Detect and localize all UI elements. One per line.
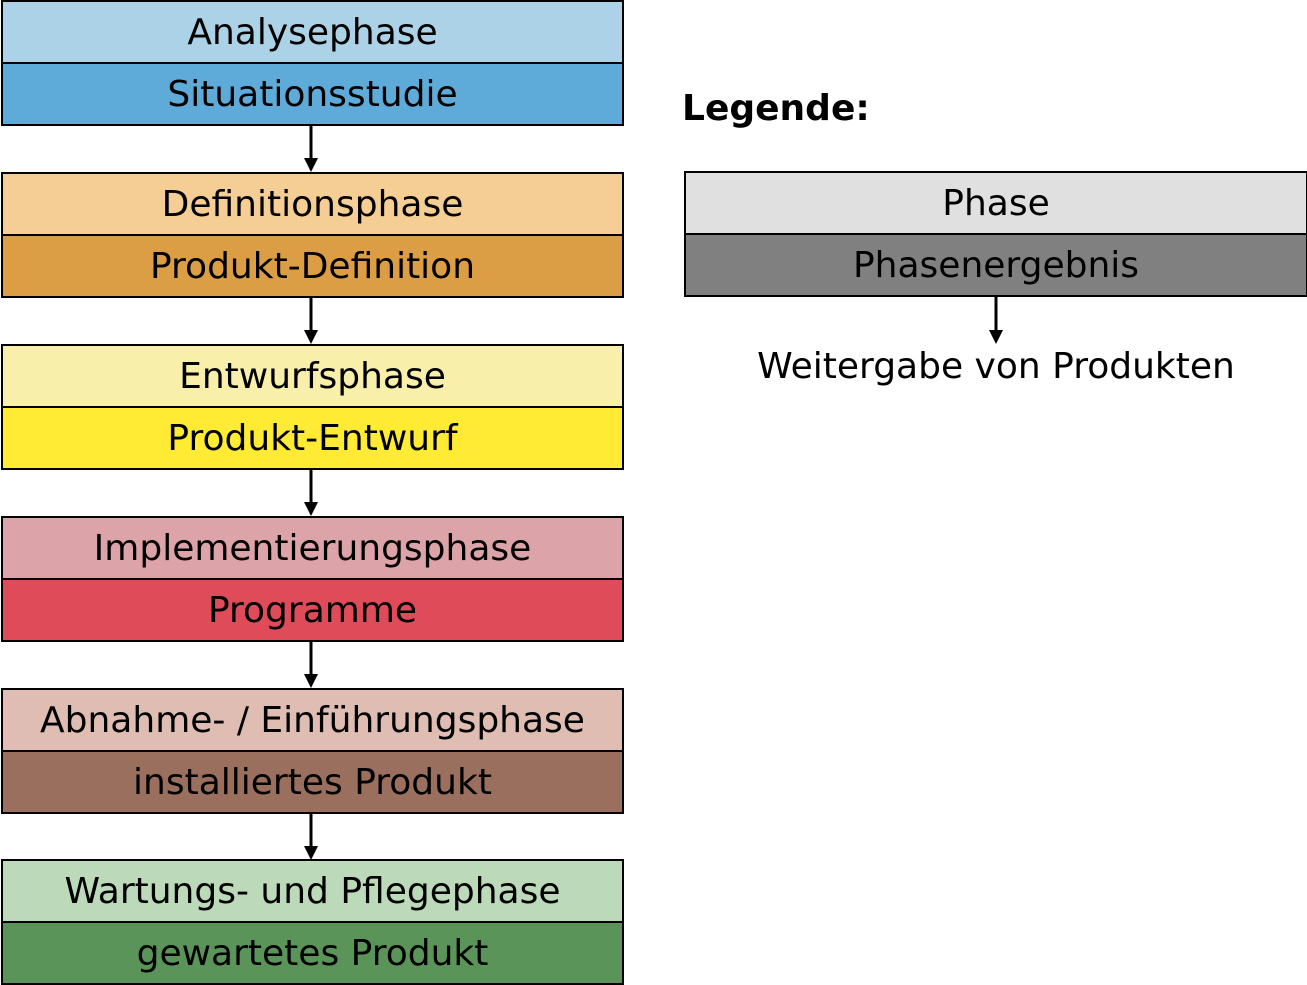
phase-label: Entwurfsphase <box>3 346 622 408</box>
phase-block-implementierung: Implementierungsphase Programme <box>1 516 624 642</box>
phase-block-definition: Definitionsphase Produkt-Definition <box>1 172 624 298</box>
phase-result: Produkt-Definition <box>3 236 622 296</box>
legend-title: Legende: <box>682 88 870 129</box>
phase-result: installiertes Produkt <box>3 752 622 812</box>
phase-block-wartung: Wartungs- und Pflegephase gewartetes Pro… <box>1 859 624 985</box>
flow-arrow <box>304 124 318 172</box>
flow-arrow <box>304 640 318 688</box>
phase-label: Wartungs- und Pflegephase <box>3 861 622 923</box>
phase-label: Implementierungsphase <box>3 518 622 580</box>
phase-result: Produkt-Entwurf <box>3 408 622 468</box>
flow-arrow <box>304 296 318 344</box>
phase-result: Programme <box>3 580 622 640</box>
legend-result-label: Phasenergebnis <box>686 235 1306 295</box>
flow-arrow <box>304 812 318 860</box>
legend-block: Phase Phasenergebnis <box>684 171 1307 297</box>
legend-arrow <box>989 296 1003 344</box>
phase-label: Abnahme- / Einführungsphase <box>3 690 622 752</box>
phase-block-entwurf: Entwurfsphase Produkt-Entwurf <box>1 344 624 470</box>
phase-label: Analysephase <box>3 2 622 64</box>
phase-label: Definitionsphase <box>3 174 622 236</box>
flow-arrow <box>304 468 318 516</box>
phase-block-analyse: Analysephase Situationsstudie <box>1 0 624 126</box>
phase-block-abnahme: Abnahme- / Einführungsphase installierte… <box>1 688 624 814</box>
phase-result: Situationsstudie <box>3 64 622 124</box>
legend-phase-label: Phase <box>686 173 1306 235</box>
phase-result: gewartetes Produkt <box>3 923 622 983</box>
legend-arrow-label: Weitergabe von Produkten <box>757 346 1235 387</box>
